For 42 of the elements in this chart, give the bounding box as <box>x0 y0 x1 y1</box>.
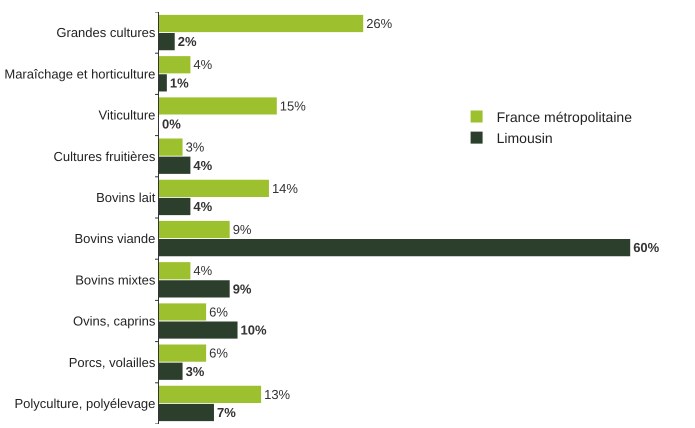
data-label: 7% <box>216 404 236 420</box>
data-label: 9% <box>232 281 252 296</box>
bar <box>159 138 183 156</box>
data-label: 3% <box>186 140 205 155</box>
legend-label: Limousin <box>496 130 553 146</box>
data-label: 4% <box>193 158 213 173</box>
y-tick-label: Bovins lait <box>96 190 156 205</box>
bar <box>159 56 190 74</box>
data-label: 6% <box>209 304 228 320</box>
bar <box>159 97 277 115</box>
y-tick-label: Bovins mixtes <box>75 272 156 288</box>
bar <box>159 303 206 321</box>
data-label: 9% <box>232 222 252 238</box>
data-label: 0% <box>162 116 182 132</box>
bar <box>159 344 206 362</box>
bar <box>159 262 190 280</box>
bar <box>159 220 230 238</box>
data-label: 14% <box>272 180 298 196</box>
data-label: 4% <box>193 198 213 214</box>
data-label: 1% <box>170 75 190 90</box>
data-label: 6% <box>209 346 228 361</box>
y-tick-label: Maraîchage et horticulture <box>4 66 156 82</box>
data-label: 15% <box>280 98 306 114</box>
data-label: 3% <box>186 364 205 379</box>
bar <box>159 14 364 32</box>
data-label: 4% <box>193 263 213 278</box>
y-tick-label: Bovins viande <box>74 231 156 246</box>
bar <box>159 180 269 197</box>
y-tick-label: Cultures fruitières <box>54 148 156 164</box>
y-tick-label: Grandes cultures <box>56 25 156 40</box>
y-tick-label: Polyculture, polyélevage <box>14 396 156 411</box>
data-label: 2% <box>178 34 197 50</box>
y-tick-label: Viticulture <box>98 108 156 123</box>
data-label: 10% <box>240 322 267 338</box>
bar <box>159 386 262 403</box>
data-label: 13% <box>264 386 291 402</box>
legend-label: France métropolitaine <box>496 108 632 125</box>
data-label: 26% <box>366 16 393 32</box>
y-tick-label: Porcs, volailles <box>68 354 156 370</box>
data-label: 60% <box>633 240 660 256</box>
y-tick-label: Ovins, caprins <box>73 314 156 329</box>
data-label: 4% <box>193 57 213 72</box>
